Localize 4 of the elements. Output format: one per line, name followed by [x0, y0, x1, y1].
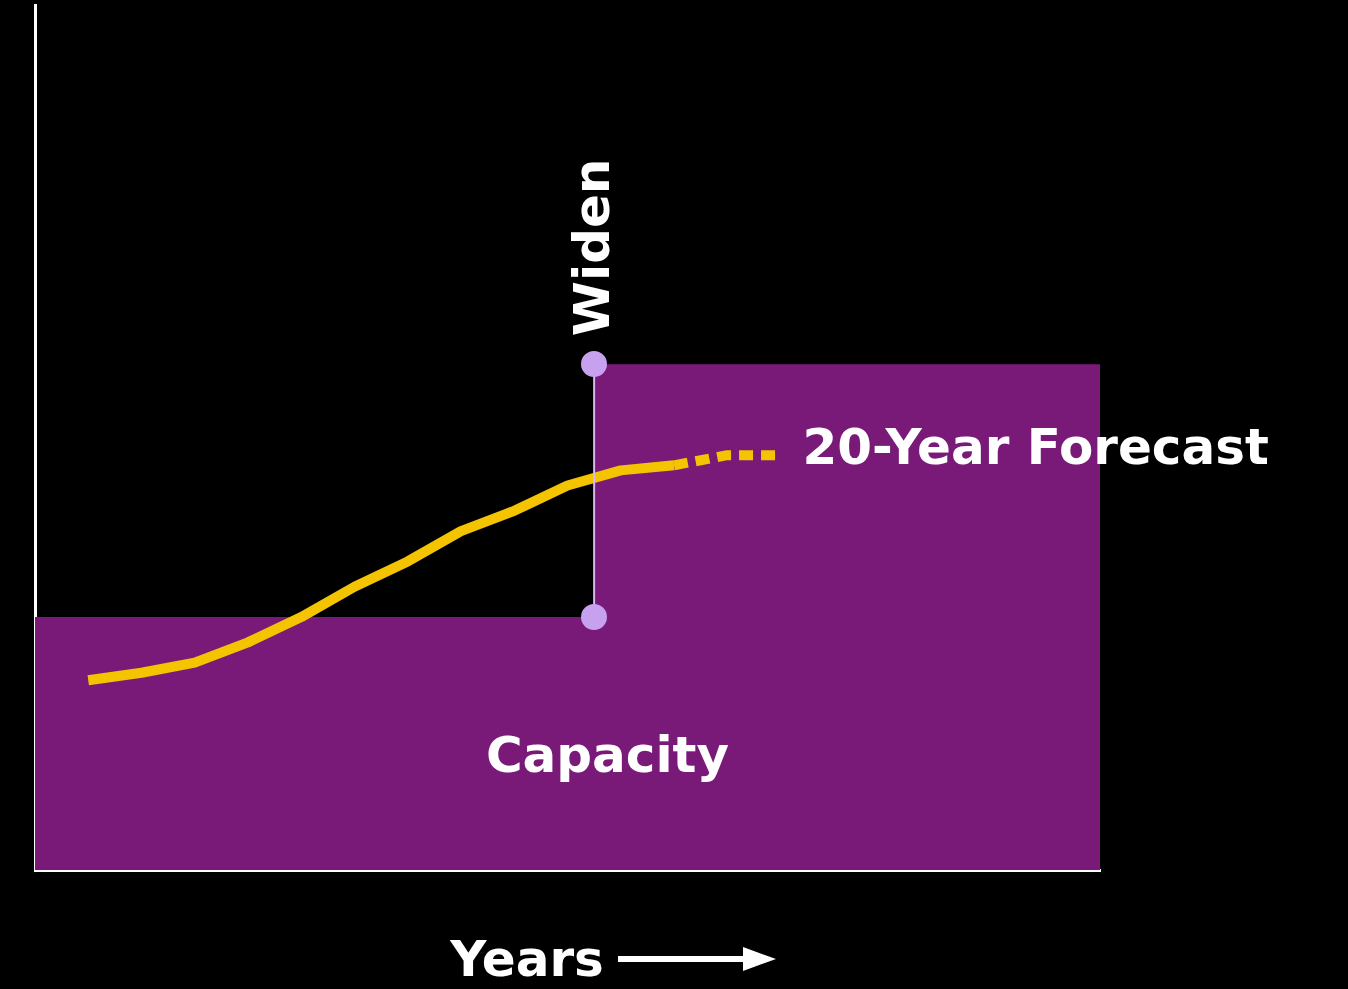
- text: Widen: [563, 158, 622, 337]
- x-axis-title: Years: [450, 930, 604, 988]
- series-label: 20-Year Forecast: [802, 418, 1269, 477]
- series-label: Capacity: [485, 725, 730, 784]
